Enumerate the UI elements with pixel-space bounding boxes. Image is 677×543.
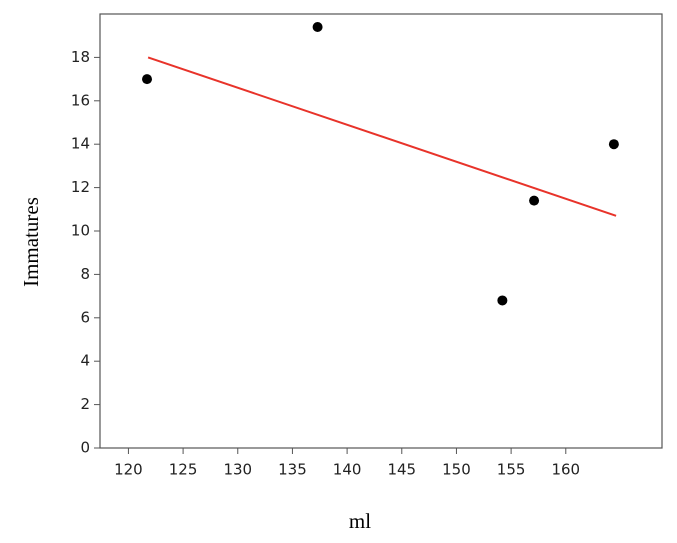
y-tick-label: 4 [80,352,90,370]
x-tick-label: 150 [442,461,471,479]
y-tick-label: 6 [80,308,90,326]
y-tick-label: 10 [71,222,90,240]
trend-line [147,56,617,217]
point [142,74,153,85]
y-tick-label: 16 [71,91,90,109]
x-tick-label: 155 [497,461,526,479]
y-tick-label: 14 [71,135,90,153]
x-tick-label: 160 [551,461,580,479]
y-axis-title: Immatures [19,197,43,287]
y-tick-label: 18 [71,48,90,66]
x-tick-label: 120 [114,461,143,479]
x-tick-label: 125 [169,461,198,479]
y-tick-label: 0 [80,439,90,457]
point [529,195,540,206]
point [312,22,323,33]
x-tick-label: 145 [387,461,416,479]
x-tick-label: 130 [223,461,252,479]
point [497,295,508,306]
point [608,139,619,150]
y-tick-label: 12 [71,178,90,196]
x-tick-label: 140 [333,461,362,479]
x-tick-label: 135 [278,461,307,479]
plot-frame [99,13,663,449]
y-tick-label: 8 [80,265,90,283]
x-axis-title: ml [349,509,371,533]
y-tick-label: 2 [80,395,90,413]
